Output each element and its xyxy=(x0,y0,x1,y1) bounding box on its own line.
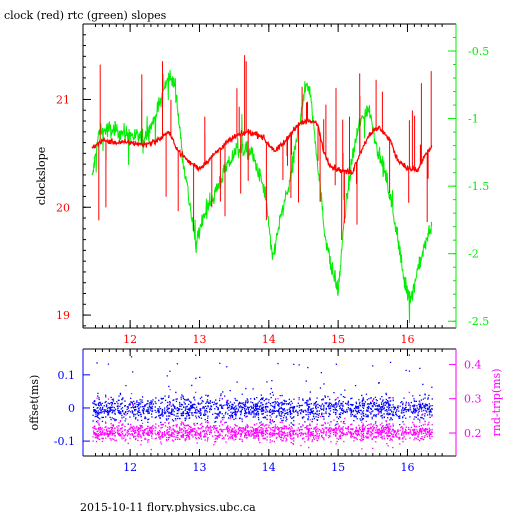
y-tick-label: -0.1 xyxy=(54,435,75,448)
rndtrip-points xyxy=(92,389,433,451)
footer-caption: 2015-10-11 flory.physics.ubc.ca xyxy=(80,501,256,512)
y-tick-label: 20 xyxy=(56,201,70,214)
x-tick-label: 15 xyxy=(331,333,345,346)
clock-slope-spikes xyxy=(98,55,432,240)
x-tick-label: 12 xyxy=(123,461,137,474)
x-tick-label: 15 xyxy=(331,461,345,474)
y2-tick-label: 0.2 xyxy=(464,427,482,440)
x-tick-label: 14 xyxy=(262,461,276,474)
x-tick-label: 13 xyxy=(192,461,206,474)
offset-points xyxy=(92,350,433,434)
rtc-slope-line xyxy=(91,69,433,324)
y2-axis-label: rnd-trip(ms) xyxy=(490,369,503,437)
y-tick-label: 0.1 xyxy=(58,369,76,382)
y2-tick-label: 0.4 xyxy=(464,358,482,371)
y2-tick-label: -1 xyxy=(468,113,479,126)
y-axis-label: clockslope xyxy=(35,147,48,205)
x-tick-label: 14 xyxy=(262,333,276,346)
offset-panel: 12 13 14 15 16 0.1 0 -0.1 0.4 0.3 0.2 offset(ms) rnd… xyxy=(28,348,503,474)
y2-tick-label: 0.3 xyxy=(464,393,482,406)
y2-tick-label: -2.5 xyxy=(468,315,489,328)
y-tick-label: 21 xyxy=(56,93,70,106)
y2-tick-label: -1.5 xyxy=(468,180,489,193)
x-tick-label: 16 xyxy=(400,461,414,474)
y2-tick-label: -2 xyxy=(468,248,479,261)
y-axis-label: offset(ms) xyxy=(28,375,41,431)
x-tick-label: 12 xyxy=(123,333,137,346)
slopes-panel: 12 13 14 15 16 19 20 21 -0.5 -1 -1.5 -2 -2.5 clockslo… xyxy=(35,23,489,346)
clock-slope-line xyxy=(91,116,433,175)
x-tick-label: 16 xyxy=(400,333,414,346)
y-tick-label: 19 xyxy=(56,309,70,322)
x-tick-label: 13 xyxy=(192,333,206,346)
chart-title: clock (red) rtc (green) slopes xyxy=(4,9,167,22)
y2-tick-label: -0.5 xyxy=(468,45,489,58)
y-tick-label: 0 xyxy=(68,402,75,415)
